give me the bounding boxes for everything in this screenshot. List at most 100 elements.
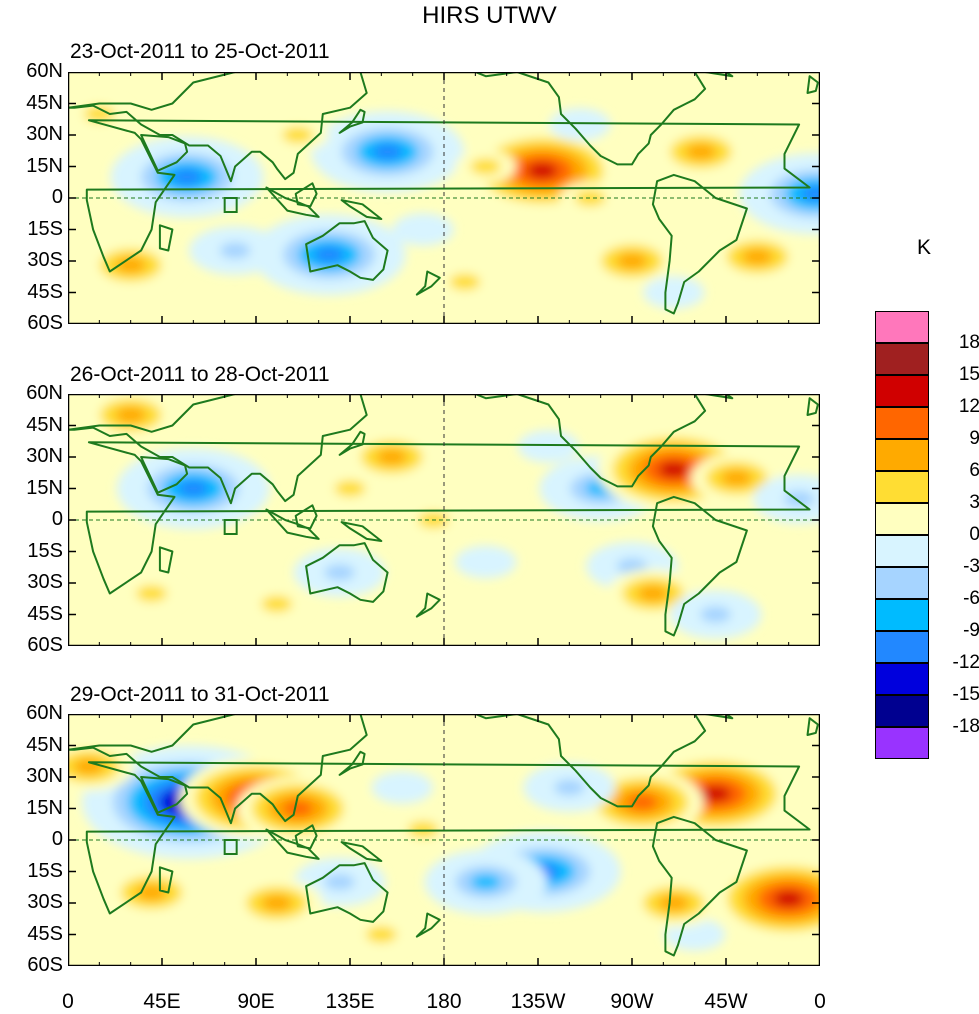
anomaly-contour [282,800,314,817]
anomaly-contour [700,785,731,802]
colorbar-box [875,471,929,503]
anomaly-contour [616,252,648,270]
anomaly-contour [136,585,167,602]
anomaly-contour [658,284,690,301]
anomaly-contour [407,221,439,238]
anomaly-contour [526,162,558,179]
coastline [340,521,383,542]
coastline [704,714,734,720]
coastline [294,504,318,530]
coastline [305,220,389,281]
latitude-label: 45N [26,413,63,436]
coastline [265,508,320,540]
latitude-label: 15N [26,476,63,499]
anomaly-contour [470,553,502,571]
coastline [806,397,819,416]
colorbar-label: 9 [969,428,979,449]
colorbar-box [875,407,929,439]
latitude-label: 0 [51,828,63,850]
anomaly-contour [261,894,293,912]
anomaly-contour [366,926,397,943]
coastline [806,717,819,736]
colorbar-label: 3 [969,492,979,513]
anomaly-contour [407,821,439,838]
anomaly-contour [334,480,366,497]
longitude-label: 45E [143,990,181,1013]
colorbar-label: -6 [963,588,979,609]
coastline [415,592,441,618]
anomaly-contour [574,189,606,207]
figure-title: HIRS UTWV [422,2,557,29]
latitude-label: 15N [26,796,63,819]
coastline [806,75,819,94]
colorbar-box [875,631,929,663]
anomaly-contour [73,758,105,775]
anomaly-contour [313,246,345,263]
latitude-label: 15S [27,217,63,240]
latitude-label: 60S [27,954,63,976]
colorbar-label: -3 [963,556,979,577]
latitude-label: 60S [27,634,63,656]
coastline [651,495,748,637]
anomaly-contour [637,585,669,602]
longitude-label: 0 [814,990,826,1013]
anomaly-contour [84,105,115,123]
colorbar-box [875,503,929,535]
coastline [85,441,811,595]
coastline [158,546,174,574]
latitude-label: 60S [27,312,63,334]
anomaly-contour [554,779,585,796]
coastline [340,199,383,220]
latitude-label: 60N [26,382,63,404]
coastline [338,108,366,134]
panel-2-title: 26-Oct-2011 to 28-Oct-2011 [70,363,330,386]
coastline [68,72,368,183]
latitude-label: 30N [26,123,63,145]
colorbar-box [875,535,929,567]
colorbar-box [875,567,929,599]
anomaly-contour [261,595,293,613]
panel-2-map [68,394,820,646]
coastline [474,714,707,808]
panel-3-title: 29-Oct-2011 to 31-Oct-2011 [70,683,330,706]
coastline [294,182,318,208]
colorbar-box [875,439,929,471]
colorbar-box [875,727,929,759]
colorbar-label: -18 [952,716,979,737]
colorbar-label: 15 [958,364,979,385]
coastline [474,72,707,166]
latitude-label: 30S [27,571,63,593]
anomaly-contour [533,438,564,455]
latitude-label: 15S [27,859,63,882]
colorbar-box [875,695,929,727]
colorbar-box [875,311,929,343]
latitude-label: 15S [27,539,63,562]
longitude-label: 90E [237,990,275,1013]
latitude-label: 60N [26,60,63,82]
coastline [338,430,366,456]
anomaly-contour [376,448,408,466]
anomaly-contour [178,480,209,497]
coastline [305,542,389,603]
coastline [158,866,174,894]
latitude-label: 45S [27,280,63,303]
panel-1-title: 23-Oct-2011 to 25-Oct-2011 [70,40,330,63]
anomaly-contour [658,461,690,478]
latitude-label: 45N [26,733,63,756]
coastline [294,824,318,850]
anomaly-contour [721,469,752,487]
latitude-label: 45N [26,91,63,114]
coastline [651,173,748,315]
anomaly-contour [324,873,355,891]
coastline [68,714,368,825]
longitude-label: 45W [704,990,748,1013]
coastline [305,862,389,923]
latitude-label: 45S [27,602,63,625]
anomaly-contour [219,242,251,259]
coastline [140,776,189,814]
latitude-label: 0 [51,508,63,530]
coastline [140,134,189,172]
latitude-label: 45S [27,922,63,945]
latitude-label: 30S [27,891,63,913]
coastline [338,750,366,776]
